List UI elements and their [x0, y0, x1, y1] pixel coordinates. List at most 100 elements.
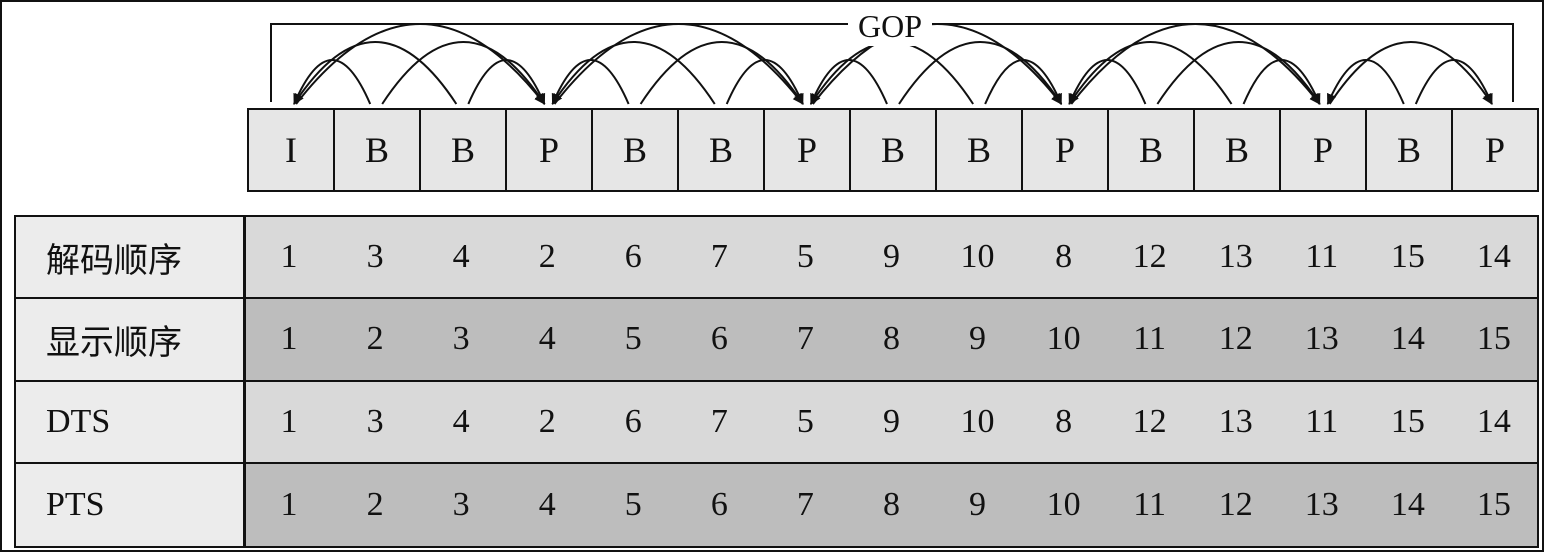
table-cell: 10 — [1021, 464, 1107, 546]
gop-label: GOP — [848, 6, 932, 46]
table-cell: 2 — [332, 464, 418, 546]
table-cell: 2 — [332, 299, 418, 379]
reference-arrow — [1071, 24, 1319, 104]
table-cell: 13 — [1279, 299, 1365, 379]
table-cell: 5 — [590, 464, 676, 546]
table-cell: 15 — [1451, 299, 1537, 379]
table-cell: 7 — [762, 299, 848, 379]
table-cell: 4 — [418, 382, 504, 462]
table-cell: 12 — [1107, 217, 1193, 297]
table-cell: 14 — [1365, 464, 1451, 546]
frame-cell: B — [851, 110, 937, 190]
table-row: PTS 1 2 3 4 5 6 7 8 9 10 11 12 13 14 15 — [16, 464, 1537, 546]
table-cell: 1 — [246, 299, 332, 379]
table-cell: 3 — [332, 382, 418, 462]
table-cell: 14 — [1451, 217, 1537, 297]
table-cell: 8 — [848, 464, 934, 546]
frame-cell: P — [1023, 110, 1109, 190]
table-cell: 3 — [418, 464, 504, 546]
table-cell: 14 — [1451, 382, 1537, 462]
table-cell: 1 — [246, 217, 332, 297]
frame-cell: B — [679, 110, 765, 190]
table-cell: 1 — [246, 464, 332, 546]
table-cell: 12 — [1107, 382, 1193, 462]
table-cell: 9 — [935, 299, 1021, 379]
reference-arrow — [727, 60, 803, 104]
table-row: 显示顺序 1 2 3 4 5 6 7 8 9 10 11 12 13 14 15 — [16, 299, 1537, 381]
table-cell: 3 — [332, 217, 418, 297]
table-cell: 8 — [1021, 382, 1107, 462]
frame-cell: P — [507, 110, 593, 190]
frame-cell: B — [937, 110, 1023, 190]
table-cell: 4 — [504, 464, 590, 546]
table-cell: 2 — [504, 217, 590, 297]
table-cell: 10 — [935, 217, 1021, 297]
reference-arrow — [554, 24, 802, 104]
frame-cell: P — [1281, 110, 1367, 190]
table-cell: 10 — [1021, 299, 1107, 379]
table-cell: 8 — [848, 299, 934, 379]
reference-arrow — [811, 60, 887, 104]
table-cell: 14 — [1365, 299, 1451, 379]
reference-arrow — [1069, 60, 1145, 104]
frame-cell: B — [1195, 110, 1281, 190]
row-label: DTS — [16, 382, 246, 462]
reference-arrow — [296, 24, 544, 104]
table-cell: 15 — [1365, 217, 1451, 297]
reference-arrow — [1330, 42, 1492, 104]
row-values: 1 2 3 4 5 6 7 8 9 10 11 12 13 14 15 — [246, 299, 1537, 379]
row-values: 1 3 4 2 6 7 5 9 10 8 12 13 11 15 14 — [246, 382, 1537, 462]
table-cell: 13 — [1193, 217, 1279, 297]
table-cell: 12 — [1193, 299, 1279, 379]
table-cell: 7 — [676, 382, 762, 462]
table-cell: 6 — [590, 217, 676, 297]
table-cell: 6 — [676, 464, 762, 546]
frame-cell: P — [1453, 110, 1537, 190]
reference-arrow — [294, 60, 370, 104]
table-cell: 13 — [1193, 382, 1279, 462]
table-cell: 15 — [1365, 382, 1451, 462]
row-values: 1 2 3 4 5 6 7 8 9 10 11 12 13 14 15 — [246, 464, 1537, 546]
table-cell: 8 — [1021, 217, 1107, 297]
table-cell: 7 — [676, 217, 762, 297]
table-cell: 5 — [762, 217, 848, 297]
reference-arrow — [1244, 60, 1320, 104]
frame-cell: P — [765, 110, 851, 190]
table-row: DTS 1 3 4 2 6 7 5 9 10 8 12 13 11 15 14 — [16, 382, 1537, 464]
reference-arrow — [468, 60, 544, 104]
table-cell: 2 — [504, 382, 590, 462]
frame-cell: I — [249, 110, 335, 190]
table-cell: 9 — [848, 382, 934, 462]
frame-cell: B — [421, 110, 507, 190]
table-cell: 12 — [1193, 464, 1279, 546]
frame-cell: B — [1367, 110, 1453, 190]
reference-arrow — [985, 60, 1061, 104]
table-cell: 11 — [1279, 217, 1365, 297]
table-cell: 11 — [1279, 382, 1365, 462]
reference-arrow — [552, 60, 628, 104]
table-cell: 5 — [762, 382, 848, 462]
row-values: 1 3 4 2 6 7 5 9 10 8 12 13 11 15 14 — [246, 217, 1537, 297]
reference-arrow — [1416, 60, 1492, 104]
table-cell: 10 — [935, 382, 1021, 462]
table-cell: 11 — [1107, 464, 1193, 546]
table-cell: 9 — [935, 464, 1021, 546]
table-cell: 4 — [504, 299, 590, 379]
frame-cell: B — [1109, 110, 1195, 190]
frame-cell: B — [593, 110, 679, 190]
row-label: PTS — [16, 464, 246, 546]
table-cell: 9 — [848, 217, 934, 297]
table-cell: 6 — [590, 382, 676, 462]
table-cell: 5 — [590, 299, 676, 379]
table-cell: 15 — [1451, 464, 1537, 546]
table-cell: 3 — [418, 299, 504, 379]
table-cell: 13 — [1279, 464, 1365, 546]
table-cell: 7 — [762, 464, 848, 546]
table-cell: 1 — [246, 382, 332, 462]
row-label: 显示顺序 — [16, 299, 246, 379]
table-row: 解码顺序 1 3 4 2 6 7 5 9 10 8 12 13 11 15 14 — [16, 217, 1537, 299]
row-label: 解码顺序 — [16, 217, 246, 297]
order-table: 解码顺序 1 3 4 2 6 7 5 9 10 8 12 13 11 15 14 显示顺序 1 2 3 4 5 6 7 8 9 10… — [14, 215, 1539, 548]
